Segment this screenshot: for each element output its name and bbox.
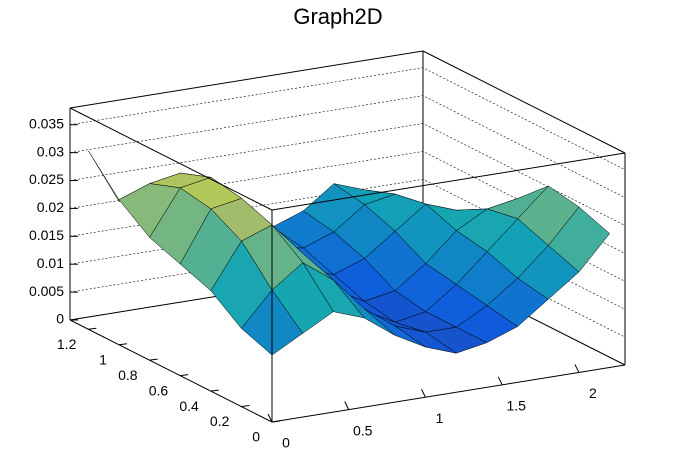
- x-tick: [497, 376, 503, 386]
- y-tick: [118, 343, 128, 346]
- x-tick-label: 2: [589, 385, 597, 401]
- y-tick-label: 0.2: [210, 413, 230, 429]
- x-tick-label: 0: [282, 435, 290, 451]
- y-tick: [88, 327, 97, 330]
- x-tick: [421, 388, 426, 398]
- box-edge: [69, 50, 424, 109]
- y-tick: [241, 405, 250, 408]
- y-tick-label: 0.4: [179, 398, 199, 414]
- y-tick: [149, 358, 158, 361]
- z-tick-label: 0.005: [29, 283, 64, 299]
- z-tick-label: 0.025: [29, 171, 64, 187]
- x-tick-label: 1: [436, 410, 444, 426]
- z-tick-label: 0.035: [29, 115, 64, 131]
- y-tick-label: 0.6: [149, 382, 169, 398]
- z-tick-label: 0: [56, 311, 64, 327]
- y-tick-label: 1.2: [57, 336, 77, 352]
- z-tick-label: 0.015: [29, 227, 64, 243]
- box-edge: [271, 364, 626, 423]
- y-tick: [271, 420, 281, 423]
- box-edge: [271, 152, 626, 211]
- y-tick-label: 0: [252, 429, 260, 445]
- x-tick: [267, 413, 273, 423]
- x-tick: [574, 364, 580, 373]
- y-tick-label: 1: [99, 351, 107, 367]
- x-tick: [344, 401, 350, 410]
- z-tick-label: 0.03: [37, 143, 64, 159]
- box-edge: [69, 319, 273, 423]
- x-tick-label: 0.5: [353, 422, 373, 438]
- y-tick: [210, 389, 219, 392]
- box-edge: [69, 107, 273, 211]
- y-tick: [180, 374, 189, 377]
- z-tick-label: 0.01: [37, 255, 64, 271]
- y-tick-label: 0.8: [118, 367, 138, 383]
- x-tick-label: 1.5: [506, 398, 526, 414]
- z-tick-label: 0.02: [37, 199, 64, 215]
- box-edge: [422, 50, 626, 154]
- chart-title: Graph2D: [293, 4, 382, 29]
